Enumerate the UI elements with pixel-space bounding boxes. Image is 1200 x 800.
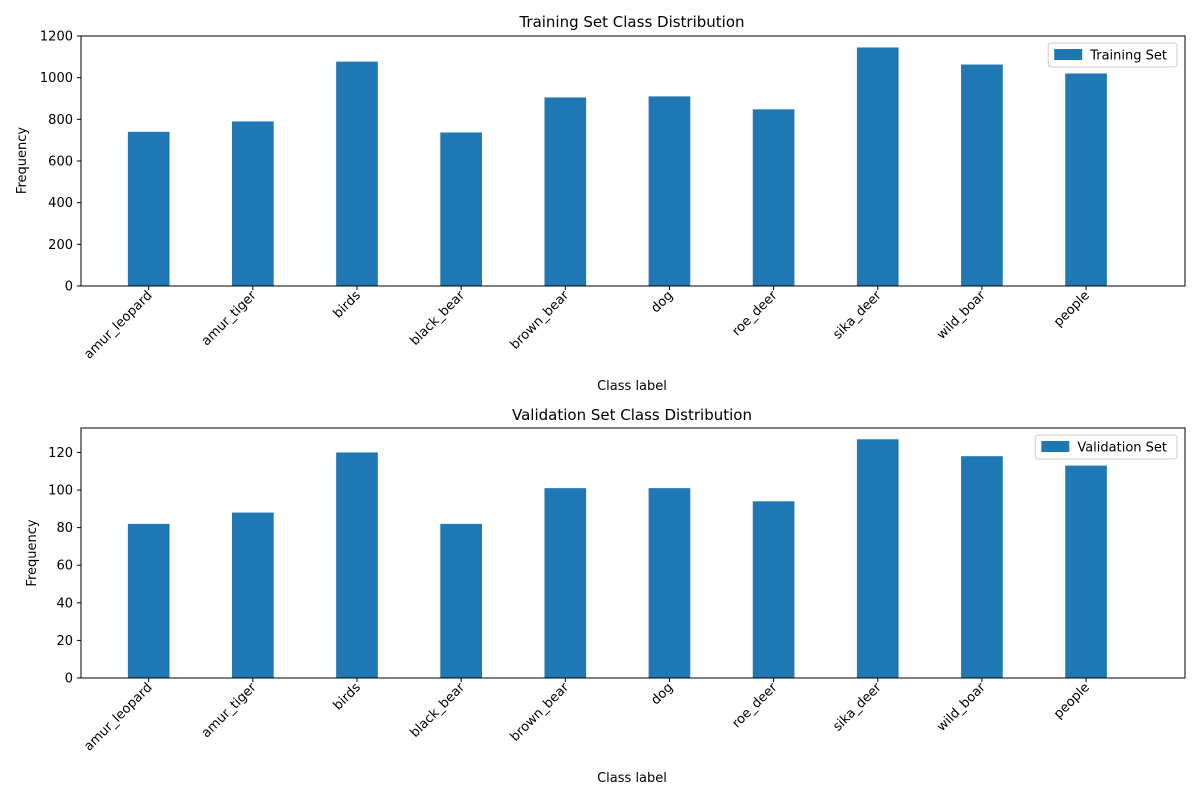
bar-amur-leopard	[127, 523, 170, 678]
bar-amur-tiger	[232, 121, 274, 287]
y-tick-label: 40	[56, 596, 73, 611]
x-tick-label: amur_leopard	[81, 288, 155, 362]
x-axis-label: Class label	[597, 771, 667, 786]
bars	[127, 439, 1107, 678]
validation-chart: Validation Set Class Distribution Class …	[25, 406, 1186, 786]
bar-roe-deer	[752, 501, 795, 678]
bar-brown-bear	[544, 488, 587, 678]
bar-sika-deer	[856, 439, 899, 678]
bar-dog	[648, 96, 691, 287]
y-tick-label: 600	[48, 155, 73, 170]
bars	[127, 47, 1107, 287]
legend-label: Training Set	[1089, 49, 1167, 64]
x-tick-label: dog	[648, 288, 676, 316]
x-tick-label: roe_deer	[729, 288, 780, 339]
bar-people	[1065, 465, 1107, 678]
chart-title: Training Set Class Distribution	[518, 13, 744, 31]
plot-frame	[80, 35, 1186, 287]
y-tick-label: 1200	[40, 30, 73, 45]
y-axis-label: Frequency	[25, 519, 40, 586]
x-tick-label: people	[1051, 680, 1093, 722]
legend-swatch	[1041, 441, 1070, 452]
x-tick-label: people	[1051, 288, 1093, 330]
x-axis-label: Class label	[597, 379, 667, 394]
x-tick-label: dog	[648, 680, 676, 708]
bar-people	[1065, 73, 1107, 286]
y-tick-label: 120	[48, 446, 73, 461]
training-chart: Training Set Class Distribution Class la…	[15, 13, 1186, 394]
legend-label: Validation Set	[1077, 441, 1167, 456]
x-tick-label: amur_tiger	[199, 680, 260, 741]
y-axis-label: Frequency	[15, 127, 30, 194]
y-tick-label: 0	[65, 672, 73, 687]
legend: Training Set	[1047, 42, 1178, 68]
bar-amur-tiger	[232, 512, 274, 678]
y-tick-label: 200	[48, 238, 73, 253]
plot-frame	[80, 427, 1186, 679]
x-tick-label: black_bear	[407, 680, 468, 741]
y-tick-label: 20	[56, 634, 73, 649]
x-tick-label: wild_boar	[934, 288, 989, 343]
bar-dog	[648, 488, 691, 678]
bar-black-bear	[440, 523, 482, 678]
legend-box	[1034, 434, 1178, 460]
x-ticks: amur_leopard amur_tiger birds black_bear bro…	[81, 286, 1093, 362]
x-tick-label: birds	[331, 680, 364, 713]
bar-birds	[336, 452, 378, 678]
bar-birds	[336, 61, 378, 286]
bar-wild-boar	[961, 456, 1003, 678]
y-tick-label: 100	[48, 484, 73, 499]
y-tick-label: 60	[56, 559, 73, 574]
y-ticks: 0 20 40 60 80 100 120	[48, 446, 81, 687]
x-tick-label: wild_boar	[934, 680, 989, 735]
bar-amur-leopard	[127, 131, 170, 286]
y-tick-label: 1000	[40, 71, 73, 86]
x-tick-label: brown_bear	[508, 288, 573, 353]
y-tick-label: 80	[56, 521, 73, 536]
x-tick-label: roe_deer	[729, 680, 780, 731]
bar-roe-deer	[752, 109, 795, 286]
x-tick-label: birds	[331, 288, 364, 321]
x-tick-label: amur_tiger	[199, 288, 260, 349]
y-ticks: 0 200 400 600 800 1000 1200	[40, 30, 81, 295]
y-tick-label: 0	[65, 280, 73, 295]
x-ticks: amur_leopard amur_tiger birds black_bear bro…	[81, 678, 1093, 754]
bar-sika-deer	[856, 47, 899, 287]
bar-brown-bear	[544, 97, 587, 286]
x-tick-label: sika_deer	[830, 288, 885, 343]
x-tick-label: black_bear	[407, 288, 468, 349]
legend-swatch	[1054, 49, 1083, 60]
x-tick-label: amur_leopard	[81, 680, 155, 754]
bar-wild-boar	[961, 64, 1003, 287]
x-tick-label: brown_bear	[508, 680, 573, 745]
x-tick-label: sika_deer	[830, 680, 885, 735]
legend: Validation Set	[1034, 434, 1178, 460]
chart-title: Validation Set Class Distribution	[512, 406, 752, 424]
bar-black-bear	[440, 132, 482, 286]
y-tick-label: 400	[48, 196, 73, 211]
y-tick-label: 800	[48, 113, 73, 128]
